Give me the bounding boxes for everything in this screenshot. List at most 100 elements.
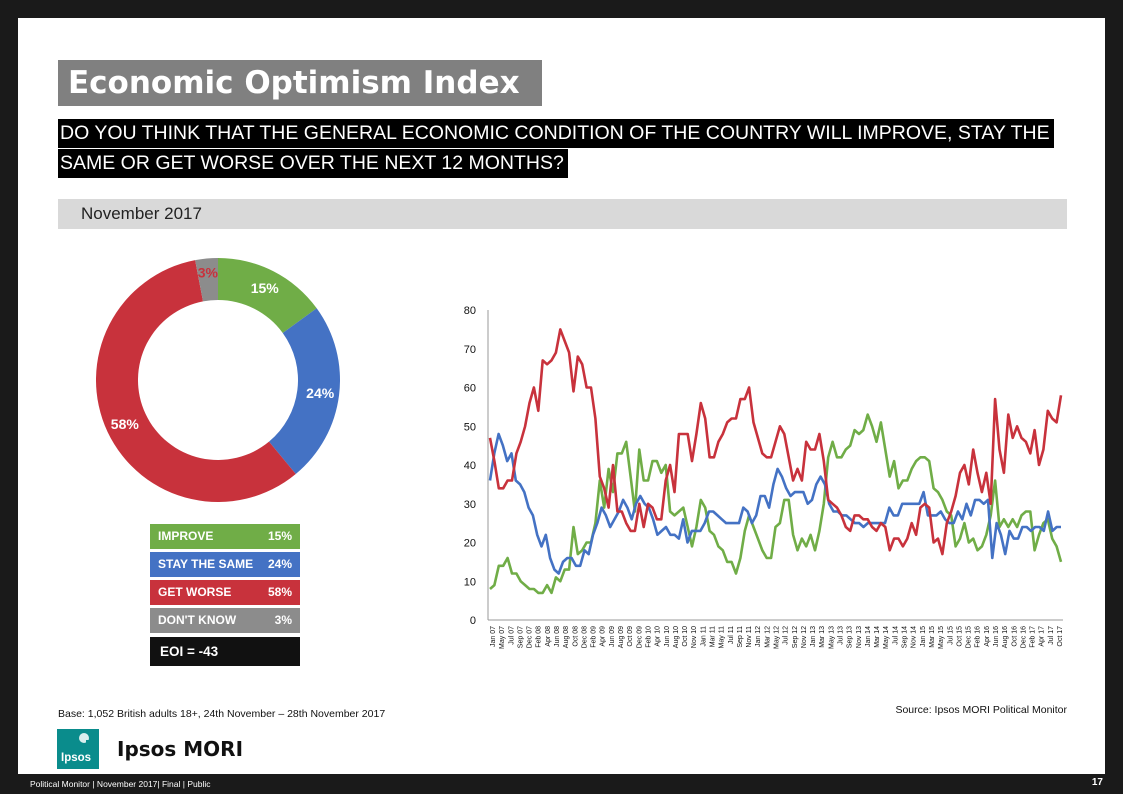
x-tick-label: Jul 15 bbox=[947, 626, 954, 645]
x-tick-label: Nov 13 bbox=[856, 626, 863, 648]
legend-row-dont-know: DON'T KNOW 3% bbox=[150, 608, 300, 633]
x-tick-label: Oct 17 bbox=[1057, 626, 1064, 647]
x-tick-label: May 07 bbox=[499, 626, 506, 649]
y-tick-label: 0 bbox=[470, 615, 476, 627]
series-line-improve bbox=[489, 413, 1063, 595]
x-tick-label: Jul 14 bbox=[892, 626, 899, 645]
donut-chart: 15% 24% 58% 3% bbox=[95, 258, 340, 502]
donut-label-improve: 15% bbox=[251, 280, 280, 296]
x-tick-label: Jan 14 bbox=[865, 626, 872, 647]
eoi-box: EOI = -43 bbox=[150, 637, 300, 666]
y-tick-label: 80 bbox=[464, 305, 476, 317]
y-tick-label: 40 bbox=[464, 460, 476, 472]
x-tick-label: Dec 08 bbox=[581, 626, 588, 648]
x-tick-label: Sep 14 bbox=[902, 626, 909, 648]
legend-row-stay-the-same: STAY THE SAME 24% bbox=[150, 552, 300, 577]
x-tick-label: Jul 11 bbox=[728, 626, 735, 644]
y-tick-label: 30 bbox=[464, 499, 476, 511]
donut-slice-dont-know bbox=[195, 258, 218, 302]
series-line-get-worse bbox=[488, 328, 1063, 556]
x-tick-label: Jun 10 bbox=[664, 626, 671, 647]
x-tick-label: Jan 11 bbox=[700, 626, 707, 647]
x-tick-label: Jan 07 bbox=[490, 626, 497, 647]
x-tick-label: Jun 09 bbox=[609, 626, 616, 647]
x-tick-label: Oct 15 bbox=[956, 626, 963, 647]
x-tick-label: Sep 07 bbox=[517, 626, 524, 648]
donut-label-dont-know: 3% bbox=[198, 264, 219, 280]
legend-row-improve: IMPROVE 15% bbox=[150, 524, 300, 549]
donut-label-stay-the-same: 24% bbox=[306, 385, 335, 401]
x-tick-label: Nov 11 bbox=[746, 626, 753, 648]
x-tick-label: Aug 16 bbox=[1002, 626, 1009, 648]
x-tick-label: Mar 13 bbox=[819, 626, 826, 648]
x-tick-label: May 12 bbox=[774, 626, 781, 649]
x-tick-label: Jul 12 bbox=[783, 626, 790, 645]
date-bar: November 2017 bbox=[58, 199, 1067, 229]
donut-label-get-worse: 58% bbox=[111, 416, 140, 432]
x-tick-label: Oct 10 bbox=[682, 626, 689, 647]
x-tick-label: Nov 14 bbox=[911, 626, 918, 648]
x-tick-label: Nov 10 bbox=[691, 626, 698, 648]
y-tick-label: 20 bbox=[464, 538, 476, 550]
ipsos-logo: Ipsos bbox=[57, 729, 99, 769]
series-line-stay-the-same bbox=[488, 432, 1061, 575]
x-tick-label: Jan 15 bbox=[920, 626, 927, 647]
y-tick-label: 70 bbox=[464, 344, 476, 356]
ipsos-logo-mark-icon bbox=[79, 733, 91, 748]
donut-slice-improve bbox=[218, 258, 317, 333]
question-line-1: DO YOU THINK THAT THE GENERAL ECONOMIC C… bbox=[58, 119, 1054, 148]
x-tick-label: Mar 12 bbox=[764, 626, 771, 648]
x-tick-label: Jul 13 bbox=[838, 626, 845, 645]
x-tick-label: Apr 16 bbox=[984, 626, 991, 647]
y-tick-label: 60 bbox=[464, 383, 476, 395]
x-tick-label: Aug 08 bbox=[563, 626, 570, 648]
x-tick-label: Feb 10 bbox=[645, 626, 652, 648]
x-tick-label: Oct 08 bbox=[572, 626, 579, 647]
x-tick-label: May 13 bbox=[828, 626, 835, 649]
x-tick-label: Feb 08 bbox=[536, 626, 543, 648]
x-tick-label: Dec 09 bbox=[636, 626, 643, 648]
x-tick-label: Aug 10 bbox=[673, 626, 680, 648]
x-tick-label: Jun 16 bbox=[993, 626, 1000, 647]
x-tick-label: Dec 15 bbox=[966, 626, 973, 648]
page-number: 17 bbox=[1091, 777, 1103, 788]
page-title: Economic Optimism Index bbox=[58, 60, 542, 106]
legend-label: GET WORSE bbox=[158, 585, 232, 599]
x-tick-label: Apr 17 bbox=[1039, 626, 1046, 647]
x-tick-label: Jan 13 bbox=[810, 626, 817, 647]
x-tick-label: Apr 08 bbox=[545, 626, 552, 647]
x-tick-label: Mar 14 bbox=[874, 626, 881, 648]
x-tick-label: Feb 09 bbox=[591, 626, 598, 648]
x-tick-label: Mar 15 bbox=[929, 626, 936, 648]
x-tick-label: Jun 08 bbox=[554, 626, 561, 647]
x-tick-label: Apr 09 bbox=[600, 626, 607, 647]
legend-row-get-worse: GET WORSE 58% bbox=[150, 580, 300, 605]
legend-value: 58% bbox=[267, 585, 292, 599]
donut-slice-get-worse bbox=[95, 260, 296, 502]
x-tick-label: May 11 bbox=[719, 626, 726, 649]
x-tick-label: Jul 17 bbox=[1048, 626, 1055, 645]
question-block: DO YOU THINK THAT THE GENERAL ECONOMIC C… bbox=[58, 119, 1078, 179]
x-tick-label: May 14 bbox=[883, 626, 890, 649]
footer-text: Political Monitor | November 2017| Final… bbox=[30, 779, 211, 789]
x-tick-label: Feb 17 bbox=[1030, 626, 1037, 648]
x-tick-label: Dec 16 bbox=[1020, 626, 1027, 648]
x-tick-label: Sep 13 bbox=[847, 626, 854, 648]
x-tick-label: Feb 16 bbox=[975, 626, 982, 648]
x-tick-label: Apr 10 bbox=[655, 626, 662, 647]
x-tick-label: Nov 12 bbox=[801, 626, 808, 648]
question-line-2: SAME OR GET WORSE OVER THE NEXT 12 MONTH… bbox=[58, 149, 568, 178]
x-tick-label: Dec 07 bbox=[527, 626, 534, 648]
legend-value: 3% bbox=[274, 613, 292, 627]
x-tick-label: Jan 12 bbox=[755, 626, 762, 647]
brand-name: Ipsos MORI bbox=[117, 737, 244, 761]
x-tick-label: Mar 11 bbox=[709, 626, 716, 647]
x-tick-label: Sep 12 bbox=[792, 626, 799, 648]
logo-text: Ipsos bbox=[61, 752, 92, 764]
source-note: Source: Ipsos MORI Political Monitor bbox=[895, 704, 1067, 716]
x-tick-label: Jul 07 bbox=[508, 626, 515, 645]
y-tick-label: 50 bbox=[464, 421, 476, 433]
legend-label: IMPROVE bbox=[158, 529, 214, 543]
x-tick-label: Oct 16 bbox=[1011, 626, 1018, 647]
legend: IMPROVE 15% STAY THE SAME 24% GET WORSE 58%… bbox=[150, 524, 300, 666]
